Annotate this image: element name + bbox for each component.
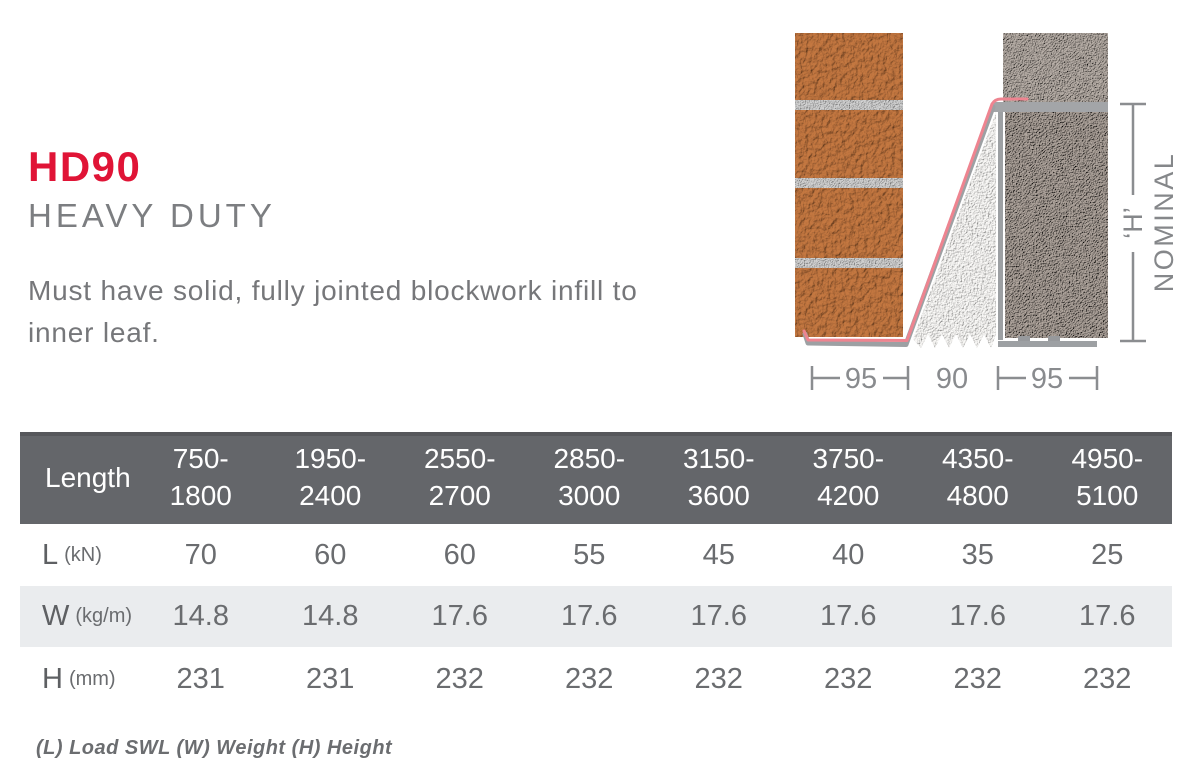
table-cell: 55 xyxy=(573,538,606,571)
range-top: 2850- xyxy=(553,443,626,475)
table-corner-length: Length xyxy=(20,432,136,524)
range-top: 3150- xyxy=(682,443,755,475)
row-label-letter: H xyxy=(42,663,63,695)
range-top: 1950- xyxy=(294,443,367,475)
lintel-section-diagram: ‘H’ NOMINAL 95 90 95 xyxy=(795,33,1179,395)
row-label-height: H (mm) xyxy=(20,647,136,712)
range-top: 4950- xyxy=(1071,443,1144,475)
row-label-unit: (kg/m) xyxy=(75,605,133,627)
table-cell: 232 xyxy=(565,663,614,695)
mortar-joints xyxy=(795,100,903,268)
product-code: HD90 xyxy=(28,143,142,190)
table-cell: 17.6 xyxy=(913,586,1043,647)
row-label-letter: L xyxy=(42,538,59,571)
col-header-3150-3600: 3150- 3600 xyxy=(654,432,784,524)
table-cell: 40 xyxy=(832,538,865,571)
row-label-load: L (kN) xyxy=(20,524,136,586)
range-top: 3750- xyxy=(812,443,885,475)
row-label-weight: W (kg/m) xyxy=(20,586,136,647)
lintel-steel-profile xyxy=(802,97,1108,347)
range-bottom: 4800 xyxy=(946,480,1009,511)
range-bottom: 1800 xyxy=(169,480,232,511)
table-cell: 70 xyxy=(184,538,217,571)
range-bottom: 2700 xyxy=(428,480,491,511)
col-header-3750-4200: 3750- 4200 xyxy=(783,432,913,524)
table-cell: 17.6 xyxy=(783,586,913,647)
h-nominal-label-h: ‘H’ xyxy=(1118,207,1148,239)
row-label-unit: (mm) xyxy=(68,668,116,690)
range-bottom: 2400 xyxy=(299,480,362,511)
table-cell: 14.8 xyxy=(265,586,395,647)
table-cell: 17.6 xyxy=(1042,586,1172,647)
dim-95-right: 95 xyxy=(1031,363,1063,395)
product-intro: HD90 HEAVY DUTY Must have solid, fully j… xyxy=(28,146,728,354)
table-cell: 232 xyxy=(694,663,743,695)
table-cell: 25 xyxy=(1091,538,1124,571)
height-dimension xyxy=(1120,102,1146,343)
col-header-2850-3000: 2850- 3000 xyxy=(524,432,654,524)
table-cell: 231 xyxy=(306,663,355,695)
table-cell: 35 xyxy=(961,538,994,571)
table-cell: 232 xyxy=(435,663,484,695)
table-cell: 17.6 xyxy=(395,586,525,647)
table-footnote: (L) Load SWL (W) Weight (H) Height xyxy=(36,737,393,759)
h-nominal-label-nominal: NOMINAL xyxy=(1149,152,1179,293)
table-cell: 17.6 xyxy=(524,586,654,647)
col-header-2550-2700: 2550- 2700 xyxy=(395,432,525,524)
dim-95-left: 95 xyxy=(845,363,877,395)
col-header-4950-5100: 4950- 5100 xyxy=(1042,432,1172,524)
col-header-4350-4800: 4350- 4800 xyxy=(913,432,1043,524)
range-top: 2550- xyxy=(423,443,496,475)
table-cell: 45 xyxy=(702,538,735,571)
range-top: 4350- xyxy=(941,443,1014,475)
lintel-back-plate xyxy=(998,112,1003,340)
product-description: Must have solid, fully jointed blockwork… xyxy=(28,275,638,349)
lintel-top-flange xyxy=(993,102,1108,112)
table-cell: 17.6 xyxy=(654,586,784,647)
width-dimensions xyxy=(810,366,1099,390)
range-top: 750- xyxy=(172,443,229,475)
row-label-letter: W xyxy=(42,600,70,632)
plaster-infill xyxy=(913,112,996,348)
col-header-750-1800: 750- 1800 xyxy=(136,432,266,524)
lintel-bottom-plate xyxy=(998,341,1097,347)
block-infill-lower xyxy=(1005,112,1108,338)
table-cell: 231 xyxy=(176,663,225,695)
block-inner-leaf-upper xyxy=(1003,33,1108,102)
table-cell: 232 xyxy=(1083,663,1132,695)
table-cell: 232 xyxy=(953,663,1002,695)
row-label-unit: (kN) xyxy=(64,543,102,566)
table-cell: 14.8 xyxy=(136,586,266,647)
lintel-clip xyxy=(1018,336,1030,341)
range-bottom: 4200 xyxy=(817,480,880,511)
table-cell: 60 xyxy=(443,538,476,571)
range-bottom: 5100 xyxy=(1076,480,1139,511)
range-bottom: 3000 xyxy=(558,480,621,511)
lintel-red-coating-line xyxy=(802,97,1029,342)
lintel-clip xyxy=(1048,336,1060,341)
load-span-table: Length 750- 1800 1950- 2400 2550- 2700 2… xyxy=(20,432,1172,712)
col-header-1950-2400: 1950- 2400 xyxy=(265,432,395,524)
product-name: HEAVY DUTY xyxy=(28,197,276,234)
dim-90-middle: 90 xyxy=(936,363,968,395)
range-bottom: 3600 xyxy=(687,480,750,511)
table-cell: 232 xyxy=(824,663,873,695)
brick-outer-leaf xyxy=(795,33,903,337)
table-cell: 60 xyxy=(314,538,347,571)
